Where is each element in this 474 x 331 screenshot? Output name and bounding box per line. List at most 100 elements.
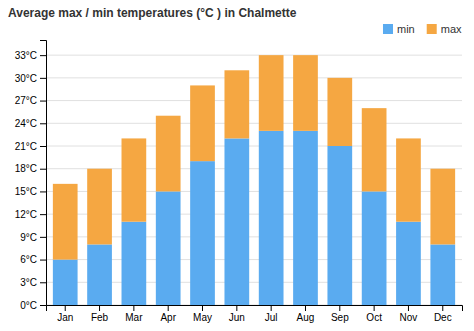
- bar: [396, 138, 421, 221]
- tick-label: 6°C: [20, 254, 37, 265]
- tick: 6°C: [20, 254, 46, 265]
- bar: [53, 260, 78, 305]
- tick-mark: [40, 214, 46, 215]
- tick: 15°C: [15, 186, 46, 197]
- legend-label: min: [397, 23, 415, 35]
- y-axis: 0°C 3°C 6°C 9°C 12°C 15°C 18°C 21°C 24°C 27°C 30°C…: [15, 41, 47, 311]
- bar: [53, 184, 78, 260]
- bar: [362, 191, 387, 305]
- tick-label: Feb: [91, 312, 109, 323]
- title: Average max / min temperatures (°C ) in …: [8, 6, 297, 20]
- tick-label: 33°C: [15, 50, 37, 61]
- tick-label: 12°C: [15, 209, 37, 220]
- tick: Dec: [434, 305, 452, 323]
- tick: 3°C: [20, 277, 46, 288]
- tick: 21°C: [15, 141, 46, 152]
- tick-label: 24°C: [15, 118, 37, 129]
- bar: [327, 78, 352, 146]
- bar: [224, 138, 249, 305]
- bar: [362, 108, 387, 191]
- tick: Jan: [57, 305, 73, 323]
- series: [53, 55, 455, 259]
- tick: 12°C: [15, 209, 46, 220]
- tick-mark: [40, 237, 46, 238]
- tick-label: Jun: [229, 312, 245, 323]
- tick-label: Aug: [297, 312, 315, 323]
- grid-line: [46, 55, 462, 56]
- tick: 33°C: [15, 50, 46, 61]
- tick-mark: [40, 260, 46, 261]
- series: [53, 131, 455, 305]
- tick: Sep: [331, 305, 349, 323]
- bar: [259, 131, 284, 305]
- grid-line: [46, 100, 462, 101]
- bar: [156, 116, 181, 192]
- tick-label: 18°C: [15, 163, 37, 174]
- tick: Apr: [160, 305, 176, 323]
- tick-label: Oct: [366, 312, 382, 323]
- tick-label: 0°C: [20, 300, 37, 311]
- bar: [327, 146, 352, 305]
- tick-mark: [40, 101, 46, 102]
- bar: [122, 138, 147, 221]
- tick-mark: [133, 305, 134, 311]
- bar: [122, 222, 147, 305]
- tick: Jul: [265, 305, 278, 323]
- bars: [53, 55, 455, 305]
- tick-mark: [40, 282, 46, 283]
- legend-item: max: [427, 23, 462, 35]
- tick: 24°C: [15, 118, 46, 129]
- bar: [87, 244, 112, 305]
- x-axis: Jan Feb Mar Apr May Jun Jul Aug Sep Oct Nov Dec: [47, 305, 463, 323]
- tick-label: 21°C: [15, 141, 37, 152]
- bar: [396, 222, 421, 305]
- tick-mark: [40, 305, 46, 306]
- tick-mark: [40, 146, 46, 147]
- tick-mark: [271, 305, 272, 311]
- bar: [293, 131, 318, 305]
- tick-label: Sep: [331, 312, 349, 323]
- tick: 9°C: [20, 232, 46, 243]
- tick-mark: [236, 305, 237, 311]
- tick-label: Mar: [125, 312, 143, 323]
- bar: [224, 70, 249, 138]
- tick-mark: [202, 305, 203, 311]
- tick-mark: [40, 78, 46, 79]
- tick-label: Dec: [434, 312, 452, 323]
- tick: Oct: [366, 305, 382, 323]
- axis-line: [40, 41, 47, 306]
- legend-swatch: [383, 24, 393, 34]
- tick-mark: [374, 305, 375, 311]
- tick-label: Nov: [400, 312, 418, 323]
- tick-mark: [40, 169, 46, 170]
- tick-mark: [99, 305, 100, 311]
- grid-line: [46, 77, 462, 78]
- bar: [87, 169, 112, 245]
- chart: 0°C 3°C 6°C 9°C 12°C 15°C 18°C 21°C 24°C 27°C 30°C…: [0, 0, 474, 331]
- tick: Jun: [229, 305, 245, 323]
- tick-label: 3°C: [20, 277, 37, 288]
- axis-line: [47, 306, 463, 312]
- tick: 0°C: [20, 300, 46, 311]
- tick-mark: [408, 305, 409, 311]
- bar: [430, 169, 455, 245]
- tick: Aug: [297, 305, 315, 323]
- tick: 18°C: [15, 163, 46, 174]
- tick-mark: [442, 305, 443, 311]
- tick-mark: [40, 123, 46, 124]
- tick-label: 27°C: [15, 95, 37, 106]
- tick: 30°C: [15, 73, 46, 84]
- bar: [156, 191, 181, 305]
- bar: [430, 244, 455, 305]
- tick-mark: [40, 55, 46, 56]
- bar: [259, 55, 284, 131]
- legend: min max: [383, 23, 462, 35]
- legend-label: max: [441, 23, 462, 35]
- tick-label: May: [193, 312, 212, 323]
- tick-mark: [168, 305, 169, 311]
- tick: Nov: [400, 305, 418, 323]
- tick-label: 15°C: [15, 186, 37, 197]
- tick-label: 9°C: [20, 232, 37, 243]
- tick-label: Jan: [57, 312, 73, 323]
- tick-label: Jul: [265, 312, 278, 323]
